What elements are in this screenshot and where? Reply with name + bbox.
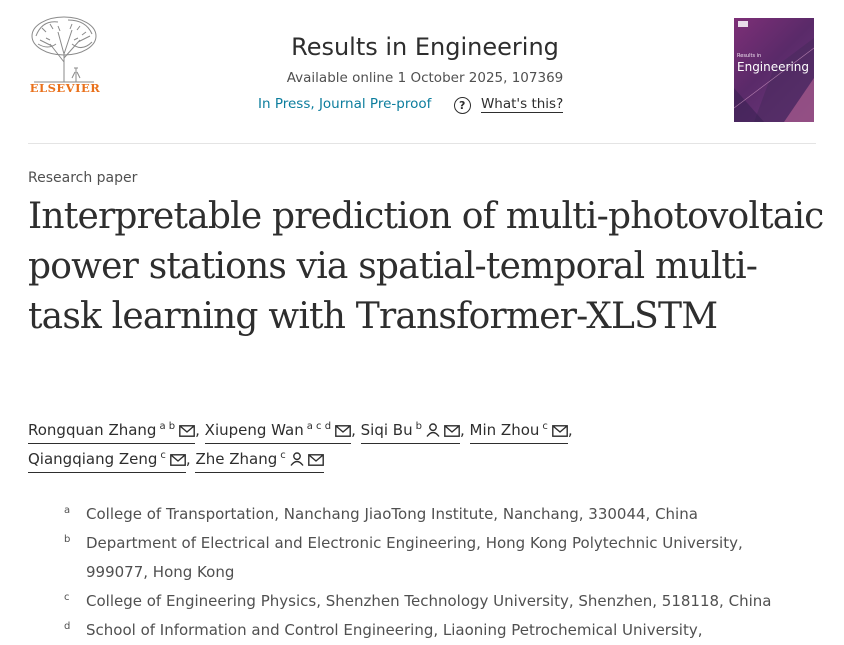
affiliation-superscript: b	[415, 421, 422, 432]
elsevier-tree-logo[interactable]	[28, 14, 100, 98]
mail-icon	[335, 423, 351, 442]
affiliation-list: a College of Transportation, Nanchang Jia…	[64, 500, 824, 645]
affiliation-item: b Department of Electrical and Electronic…	[64, 529, 824, 587]
affiliation-text: College of Transportation, Nanchang Jiao…	[86, 505, 698, 523]
author-name: Min Zhou	[469, 421, 540, 439]
mail-icon	[179, 423, 196, 442]
author-name: Siqi Bu	[360, 421, 413, 439]
cover-big-text: Engineering	[737, 60, 809, 74]
affiliation-mark: c	[64, 592, 70, 603]
question-circle-icon[interactable]: ?	[453, 97, 471, 114]
affiliation-superscript: c	[280, 450, 286, 461]
author-link[interactable]: Rongquan Zhang a b	[28, 417, 196, 444]
affiliation-text: School of Information and Control Engine…	[86, 621, 703, 639]
author-name: Xiupeng Wan	[204, 421, 304, 439]
journal-title-link[interactable]: Results in Engineering	[291, 33, 559, 61]
affiliation-item: d School of Information and Control Engin…	[64, 616, 824, 645]
available-online-text: Available online 1 October 2025, 107369	[286, 70, 564, 86]
affiliation-superscript: a b	[159, 421, 176, 432]
affiliation-item: a College of Transportation, Nanchang Jia…	[64, 500, 824, 529]
cover-artwork	[734, 21, 814, 122]
article-type: Research paper	[28, 170, 138, 186]
publisher-name: ELSEVIER	[29, 81, 101, 95]
author-separator: ,	[459, 421, 465, 439]
affiliation-superscript: c	[542, 421, 548, 432]
author-name: Rongquan Zhang	[28, 421, 157, 439]
author-link[interactable]: Siqi Bu b	[360, 417, 460, 444]
affiliation-superscript: a c d	[306, 421, 332, 432]
affiliation-mark: d	[64, 621, 71, 632]
affiliation-text: 999077, Hong Kong	[86, 563, 235, 581]
affiliation-mark: a	[64, 505, 71, 516]
affiliation-text: College of Engineering Physics, Shenzhen…	[86, 592, 772, 610]
affiliation-text: Department of Electrical and Electronic …	[86, 534, 743, 552]
cover-small-text: Results in	[737, 53, 762, 59]
affiliation-superscript: c	[160, 450, 166, 461]
whats-this-link[interactable]: What's this?	[480, 96, 564, 113]
author-separator: ,	[185, 450, 191, 468]
status-text: In Press, Journal Pre-proof	[258, 96, 432, 112]
person-icon	[290, 452, 304, 471]
mail-icon	[307, 452, 324, 471]
mail-icon	[444, 423, 460, 442]
journal-header: ELSEVIER Results in Engineering Availabl…	[0, 0, 844, 144]
mail-icon	[170, 452, 186, 471]
author-link[interactable]: Xiupeng Wan a c d	[204, 417, 352, 444]
author-link[interactable]: Qiangqiang Zeng c	[28, 446, 186, 473]
mail-icon	[551, 423, 568, 442]
author-separator: ,	[195, 421, 200, 439]
author-name: Zhe Zhang	[195, 450, 278, 468]
article-title: Interpretable prediction of multi-photov…	[28, 196, 824, 337]
author-separator: ,	[567, 421, 573, 439]
person-icon	[426, 423, 440, 442]
author-name: Qiangqiang Zeng	[28, 450, 158, 468]
status-row: In Press, Journal Pre-proof ? What's thi…	[258, 96, 564, 114]
affiliation-item: c College of Engineering Physics, Shenzhe…	[64, 587, 824, 616]
author-link[interactable]: Min Zhou c	[469, 417, 568, 444]
author-list: Rongquan Zhang a b, Xiupeng Wan a c d, Siq…	[28, 416, 828, 474]
journal-cover-image[interactable]: Results in Engineering	[734, 18, 814, 122]
header-divider	[28, 143, 816, 144]
author-link[interactable]: Zhe Zhang c	[195, 446, 324, 473]
author-separator: ,	[351, 421, 356, 439]
affiliation-mark: b	[64, 534, 71, 545]
